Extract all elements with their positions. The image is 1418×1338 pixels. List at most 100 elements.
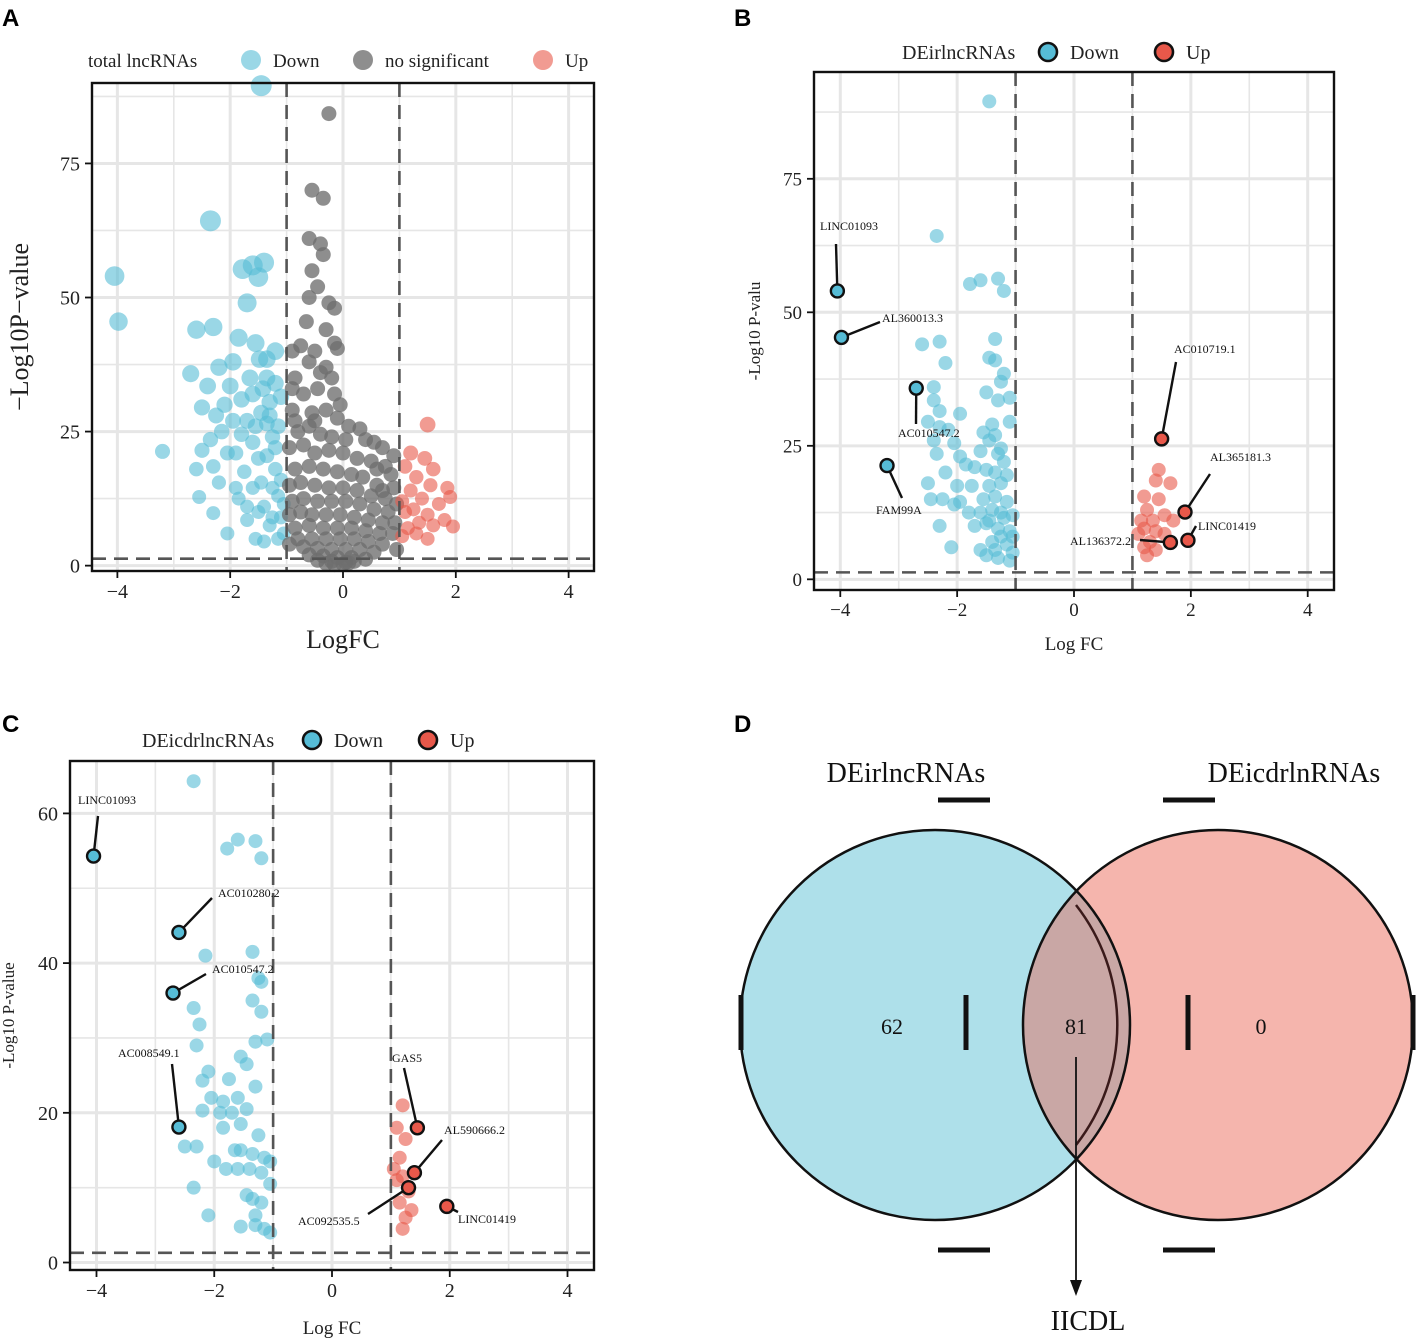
data-point-down bbox=[932, 518, 947, 533]
data-point-down bbox=[225, 412, 241, 429]
highlighted-point-up bbox=[439, 1198, 455, 1215]
data-point-down bbox=[248, 1208, 263, 1223]
data-point-ns bbox=[284, 381, 300, 397]
data-point-ns bbox=[301, 354, 317, 370]
y-axis-title: -Log10 P-valu bbox=[745, 281, 764, 380]
threshold-lines bbox=[814, 72, 1334, 590]
data-point-down bbox=[199, 210, 221, 232]
gene-label: LINC01093 bbox=[78, 793, 136, 807]
data-point-down bbox=[187, 320, 206, 339]
data-point-ns bbox=[329, 464, 345, 480]
data-point-ns bbox=[307, 477, 323, 493]
legend-label-up: Up bbox=[565, 51, 588, 72]
data-point-ns bbox=[304, 263, 320, 279]
venn-left-title: DEirlncRNAs bbox=[827, 758, 986, 789]
data-point-down bbox=[208, 407, 225, 424]
x-tick-label: −4 bbox=[86, 1280, 107, 1302]
data-point-down bbox=[993, 374, 1008, 389]
highlighted-point-up bbox=[1177, 504, 1193, 520]
highlighted-point-up bbox=[406, 1164, 423, 1181]
y-axis-title: -Log10 P-value bbox=[0, 962, 18, 1068]
data-point-down bbox=[246, 334, 265, 353]
data-point-ns bbox=[335, 480, 351, 496]
highlighted-point-down bbox=[85, 848, 102, 864]
legend-label-up: Up bbox=[450, 730, 474, 752]
legend-title: DEirlncRNAs bbox=[902, 42, 1016, 64]
panel-letter-c: C bbox=[2, 711, 19, 738]
data-point-down bbox=[213, 1105, 228, 1120]
venn-arrow-label: IICDL bbox=[1051, 1306, 1126, 1337]
label-leader-line bbox=[170, 1063, 181, 1128]
data-point-down bbox=[251, 505, 266, 520]
x-tick-label: 2 bbox=[451, 581, 461, 603]
data-point-ns bbox=[355, 469, 371, 485]
gene-label: AC010547.2 bbox=[898, 426, 960, 440]
data-point-ns bbox=[310, 279, 326, 295]
data-point-ns bbox=[310, 493, 326, 509]
data-point-down bbox=[254, 851, 269, 866]
x-tick-label: 0 bbox=[1069, 600, 1079, 621]
data-point-ns bbox=[321, 480, 337, 496]
y-tick-label: 40 bbox=[38, 953, 58, 975]
data-point-ns bbox=[329, 410, 345, 426]
y-tick-label: 75 bbox=[60, 153, 80, 175]
highlighted-genes: LINC01093 AC010280.2 AC010547.2 AC008549.1 G… bbox=[78, 793, 516, 1228]
highlighted-point-up bbox=[1153, 431, 1170, 447]
y-axis-title: −Log10P−value bbox=[5, 243, 34, 411]
highlighted-point-down bbox=[829, 283, 846, 299]
data-point-ns bbox=[315, 247, 331, 263]
data-point-down bbox=[189, 1038, 204, 1053]
y-tick-label: 25 bbox=[783, 436, 802, 457]
data-point-down bbox=[245, 1146, 260, 1161]
data-point-down bbox=[932, 404, 947, 419]
gene-label: LINC01419 bbox=[458, 1212, 516, 1226]
data-point-ns bbox=[315, 190, 331, 206]
data-point-up bbox=[395, 1221, 410, 1236]
series-up bbox=[1131, 462, 1181, 563]
data-point-down bbox=[963, 277, 977, 292]
data-point-down bbox=[1002, 553, 1017, 568]
panel-letter-d: D bbox=[734, 711, 751, 738]
series-up bbox=[395, 416, 460, 546]
data-point-ns bbox=[293, 338, 309, 354]
volcano-plot-a: −4 −2 0 2 4 0 25 50 75 LogFC −Log10P−value total ln… bbox=[5, 50, 596, 654]
venn-overlap-count: 81 bbox=[1065, 1014, 1087, 1039]
label-leader-line bbox=[178, 897, 213, 934]
data-point-down bbox=[953, 406, 968, 421]
data-point-down bbox=[219, 1161, 234, 1176]
data-point-ns bbox=[315, 461, 331, 477]
venn-inner-edge bbox=[1075, 904, 1119, 1146]
data-point-ns bbox=[281, 536, 297, 552]
data-point-ns bbox=[374, 483, 390, 499]
threshold-lines bbox=[70, 761, 594, 1270]
data-point-ns bbox=[386, 480, 402, 496]
data-point-ns bbox=[296, 437, 312, 453]
data-point-ns bbox=[310, 381, 326, 397]
data-point-down bbox=[224, 1105, 239, 1120]
panel-letter-b: B bbox=[734, 5, 751, 32]
data-point-down bbox=[239, 1102, 254, 1117]
data-point-down bbox=[258, 350, 276, 368]
series-down bbox=[915, 94, 1020, 568]
data-point-down bbox=[973, 444, 988, 459]
data-point-up bbox=[397, 459, 413, 474]
x-tick-label: 4 bbox=[564, 581, 574, 603]
data-point-ns bbox=[324, 370, 340, 386]
data-point-down bbox=[220, 526, 235, 541]
data-point-ns bbox=[312, 365, 328, 381]
data-point-down bbox=[245, 434, 261, 450]
data-point-down bbox=[239, 1057, 254, 1072]
data-point-down bbox=[221, 1072, 236, 1087]
gene-label: AL365181.3 bbox=[1210, 450, 1271, 464]
data-point-up bbox=[406, 502, 421, 517]
venn-tick-marks bbox=[738, 797, 1416, 1253]
data-point-down bbox=[189, 1139, 204, 1154]
data-point-ns bbox=[301, 290, 317, 306]
venn-right-circle bbox=[1023, 830, 1413, 1220]
legend-label-ns: no significant bbox=[385, 51, 490, 72]
highlighted-point-down bbox=[879, 457, 895, 474]
y-tick-label: 0 bbox=[793, 570, 803, 591]
data-point-down bbox=[999, 494, 1014, 509]
data-point-up bbox=[389, 1120, 404, 1135]
data-point-down bbox=[950, 478, 965, 493]
